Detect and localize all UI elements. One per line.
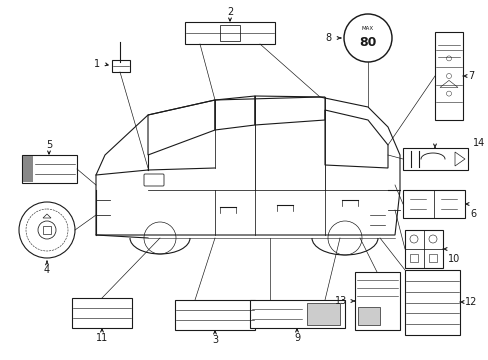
Bar xyxy=(112,60,130,72)
Bar xyxy=(404,270,459,335)
Bar xyxy=(402,148,467,170)
Bar xyxy=(22,155,77,183)
Bar xyxy=(72,298,132,328)
Text: 8: 8 xyxy=(324,33,330,43)
Text: 9: 9 xyxy=(293,333,300,343)
Bar xyxy=(23,156,33,182)
Bar xyxy=(184,22,274,44)
Bar xyxy=(428,254,436,262)
Text: 4: 4 xyxy=(44,265,50,275)
Text: 12: 12 xyxy=(464,297,476,307)
Bar xyxy=(220,25,240,41)
Bar xyxy=(175,300,254,330)
Text: 14: 14 xyxy=(472,138,484,148)
Text: 6: 6 xyxy=(469,209,475,219)
Text: 5: 5 xyxy=(46,140,52,150)
Bar xyxy=(402,190,464,218)
Text: 11: 11 xyxy=(96,333,108,343)
Text: 7: 7 xyxy=(467,71,473,81)
Text: 2: 2 xyxy=(226,7,233,17)
Bar xyxy=(249,300,345,328)
Text: 13: 13 xyxy=(334,296,346,306)
Bar xyxy=(43,226,51,234)
Text: 3: 3 xyxy=(211,335,218,345)
Text: 80: 80 xyxy=(359,36,376,49)
Bar xyxy=(357,307,379,325)
Text: MAX: MAX xyxy=(361,27,373,31)
Bar xyxy=(409,254,417,262)
FancyBboxPatch shape xyxy=(143,174,163,186)
Bar xyxy=(434,32,462,120)
Text: 1: 1 xyxy=(94,59,100,69)
Bar xyxy=(354,272,399,330)
Bar xyxy=(306,303,340,325)
Text: 10: 10 xyxy=(447,254,459,264)
Bar xyxy=(404,230,442,268)
